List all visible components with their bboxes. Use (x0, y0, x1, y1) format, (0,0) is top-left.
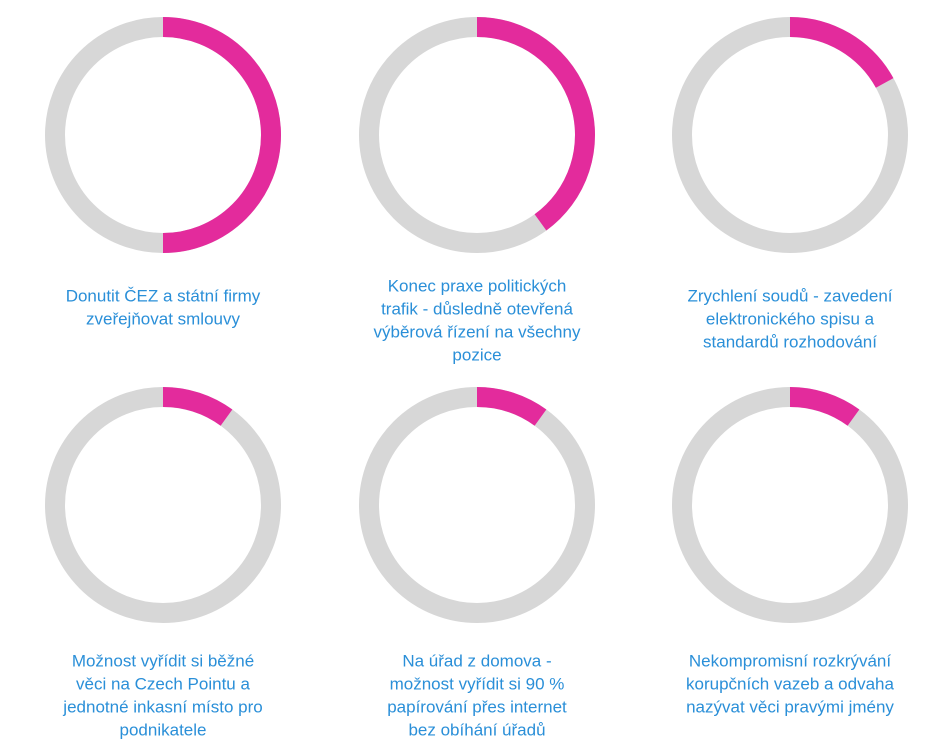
donut-track (359, 387, 595, 623)
donut-label: zveřejňovat smlouvy (86, 309, 241, 328)
donut-label: bez obíhání úřadů (408, 720, 545, 739)
donut-label: Konec praxe politických (388, 276, 567, 295)
donut-arc (162, 387, 233, 426)
donut-arc (789, 17, 894, 89)
donut-label: věci na Czech Pointu a (76, 674, 250, 693)
donut-label: Nekompromisní rozkrývání (689, 651, 891, 670)
donut-label: Možnost vyřídit si běžné (72, 651, 254, 670)
donut-label: výběrová řízení na všechny (374, 322, 581, 341)
donut-label: standardů rozhodování (703, 332, 877, 351)
donut-track (45, 387, 281, 623)
donut-label: možnost vyřídit si 90 % (390, 674, 565, 693)
donut-label: podnikatele (120, 720, 207, 739)
donut-label: elektronického spisu a (706, 309, 875, 328)
donut-track (672, 387, 908, 623)
donut-arc (476, 17, 595, 231)
donut-label: korupčních vazeb a odvaha (686, 674, 894, 693)
donut-label: Na úřad z domova - (402, 651, 551, 670)
donut-label: trafik - důsledně otevřená (381, 299, 573, 318)
donut-label: pozice (452, 345, 501, 364)
donut-label: papírování přes internet (387, 697, 567, 716)
donut-arc (476, 387, 547, 426)
donut-arc (789, 387, 860, 426)
donut-label: Zrychlení soudů - zavedení (687, 286, 892, 305)
donut-arc (162, 17, 281, 253)
donut-label: Donutit ČEZ a státní firmy (66, 286, 261, 305)
donut-label: nazývat věci pravými jmény (686, 697, 894, 716)
donut-label: jednotné inkasní místo pro (62, 697, 262, 716)
